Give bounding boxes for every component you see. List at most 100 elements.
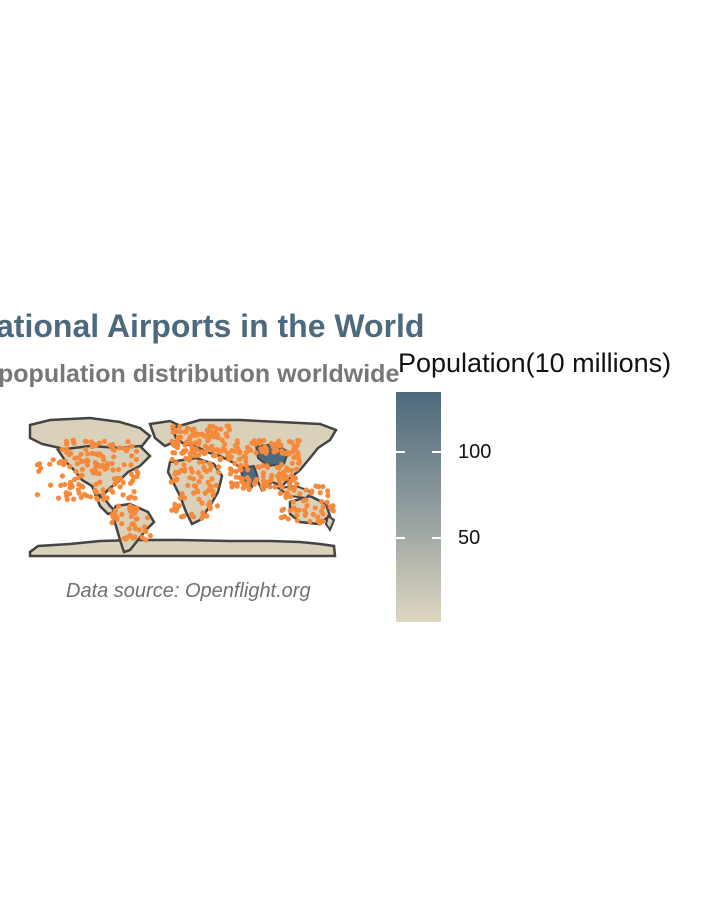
airport-point (134, 474, 140, 480)
airport-point (177, 423, 183, 429)
airport-point (283, 494, 289, 500)
airport-point (216, 464, 222, 470)
airport-point (143, 537, 149, 543)
airport-point (132, 495, 138, 501)
airport-point (276, 438, 282, 444)
airport-point (185, 482, 191, 488)
airport-point (178, 429, 184, 435)
airport-point (134, 516, 140, 522)
airport-point (232, 460, 238, 466)
airport-point (181, 462, 187, 468)
airport-point (191, 483, 197, 489)
legend-tick-right-100 (432, 451, 441, 453)
map-subtitle: population distribution worldwide (0, 360, 400, 388)
airport-point (129, 521, 135, 527)
airport-point (315, 514, 321, 520)
antarctica (28, 538, 337, 558)
airport-point (285, 516, 291, 522)
airport-point (67, 464, 73, 470)
airport-point (88, 439, 94, 445)
airport-point (84, 457, 90, 463)
airport-point (71, 496, 77, 502)
airport-point (297, 491, 303, 497)
airport-point (59, 446, 65, 452)
airport-point (190, 445, 196, 451)
airport-point (317, 520, 323, 526)
airport-point (64, 496, 70, 502)
airport-point (84, 462, 91, 468)
airport-point (320, 504, 326, 510)
airport-point (96, 452, 102, 458)
airport-point (119, 521, 125, 527)
airport-point (107, 442, 113, 448)
airport-point (206, 428, 212, 434)
airport-point (276, 475, 282, 481)
airport-point (260, 478, 267, 484)
airport-point (295, 449, 301, 456)
airport-point (325, 492, 331, 498)
airport-point (205, 479, 211, 485)
airport-point (294, 518, 300, 524)
airport-point (292, 475, 298, 481)
airport-point (175, 445, 181, 451)
airport-point (268, 440, 274, 446)
airport-point (190, 431, 196, 438)
airport-point (256, 438, 262, 444)
airport-point (202, 467, 208, 473)
airport-point (181, 513, 187, 519)
airport-point (243, 462, 249, 469)
airport-point (210, 453, 216, 459)
airport-point (325, 488, 331, 494)
airport-point (229, 484, 235, 490)
airport-point (38, 465, 44, 471)
airport-point (56, 460, 62, 466)
airport-point (287, 494, 294, 500)
airport-point (129, 453, 135, 459)
airport-point (246, 477, 252, 483)
airport-point (133, 508, 139, 514)
airport-point (198, 474, 204, 480)
airport-point (264, 463, 270, 469)
legend-tick-label-100: 100 (458, 441, 492, 463)
airport-point (281, 506, 287, 512)
airport-point (109, 520, 115, 526)
airport-point (192, 453, 198, 459)
airport-point (209, 476, 215, 482)
airport-point (171, 450, 178, 456)
airport-point (64, 441, 70, 447)
airport-point (170, 424, 176, 430)
airport-point (196, 459, 203, 465)
airport-point (278, 442, 284, 448)
airport-point (79, 458, 85, 464)
airport-point (59, 473, 65, 479)
airport-point (111, 447, 117, 453)
airport-point (281, 476, 287, 482)
airport-point (125, 439, 131, 445)
airport-point (255, 464, 261, 470)
airport-point (34, 492, 41, 498)
map-title: ational Airports in the World (0, 308, 425, 344)
airport-point (83, 447, 89, 453)
airport-point (88, 494, 94, 500)
airport-point (228, 454, 234, 460)
airport-point (58, 482, 64, 488)
data-source-caption: Data source: Openflight.org (66, 580, 311, 602)
airport-point (172, 504, 178, 510)
airport-point (245, 467, 251, 473)
airport-point (277, 490, 283, 496)
airport-point (296, 438, 302, 444)
airport-point (324, 499, 330, 505)
airport-point (204, 513, 210, 519)
airport-point (189, 427, 195, 433)
airport-point (109, 460, 115, 467)
airport-point (286, 451, 292, 457)
airport-point (117, 484, 123, 490)
airport-point (202, 433, 208, 439)
airport-point (67, 479, 74, 486)
airport-point (97, 479, 103, 485)
airport-point (143, 528, 149, 535)
airport-point (240, 480, 246, 486)
airport-point (175, 470, 181, 476)
airport-point (187, 454, 193, 460)
